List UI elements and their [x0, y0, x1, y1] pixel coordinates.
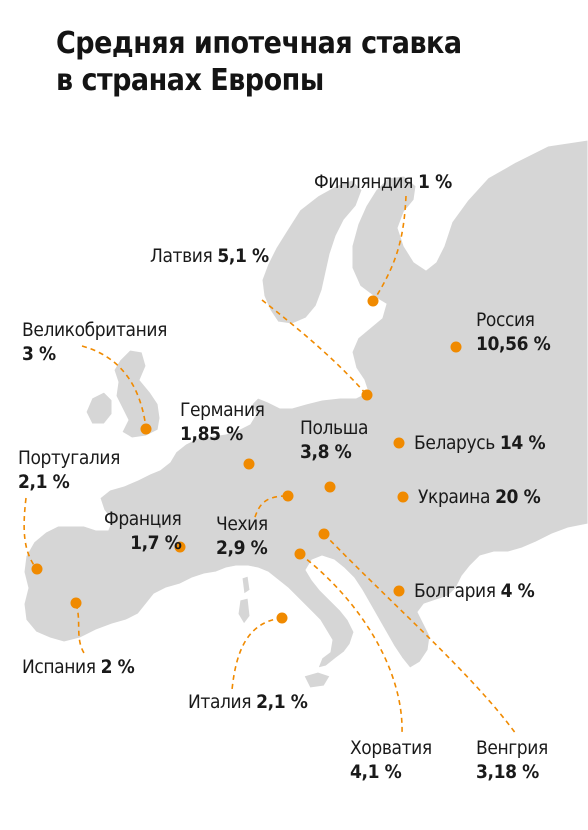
label-bulgaria-rate: 4 % — [500, 580, 535, 602]
ireland — [85, 391, 113, 425]
label-czech: Чехия 2,9 % — [216, 512, 268, 561]
sardinia — [237, 597, 251, 625]
label-poland-name: Польша — [300, 417, 369, 439]
label-bulgaria-name: Болгария — [414, 580, 496, 602]
label-uk-name: Великобритания — [22, 319, 167, 341]
dot-ukraine — [397, 491, 409, 503]
dot-germany — [243, 458, 255, 470]
label-france-rate: 1,7 % — [130, 532, 182, 555]
label-spain: Испания 2 % — [22, 655, 135, 679]
scandinavia — [261, 179, 363, 325]
label-ukraine-rate: 20 % — [495, 486, 541, 508]
label-spain-rate: 2 % — [100, 656, 135, 678]
dot-spain — [70, 597, 82, 609]
dot-latvia — [361, 389, 373, 401]
leader-portugal — [23, 497, 37, 569]
label-finland-rate: 1 % — [418, 171, 452, 193]
label-czech-rate: 2,9 % — [216, 537, 268, 560]
dot-belarus — [393, 437, 405, 449]
dot-poland — [324, 481, 336, 493]
label-hungary-rate: 3,18 % — [476, 761, 539, 784]
label-uk: Великобритания 3 % — [22, 318, 167, 367]
dot-italy — [276, 612, 288, 624]
label-portugal-rate: 2,1 % — [18, 471, 70, 494]
label-russia: Россия 10,56 % — [476, 308, 551, 357]
label-germany-rate: 1,85 % — [180, 423, 243, 446]
dot-bulgaria — [393, 585, 405, 597]
label-italy-name: Италия — [188, 691, 252, 713]
label-latvia: Латвия 5,1 % — [150, 244, 269, 268]
title-line-2: в странах Европы — [56, 62, 324, 98]
label-germany-name: Германия — [180, 399, 265, 421]
label-hungary-name: Венгрия — [476, 737, 548, 759]
label-france-name: Франция — [104, 508, 182, 530]
leader-czech — [253, 495, 287, 521]
label-italy-rate: 2,1 % — [256, 691, 308, 713]
mainland-europe — [23, 139, 588, 669]
label-finland: Финляндия 1 % — [314, 170, 452, 194]
dot-finland — [367, 295, 379, 307]
corsica — [241, 575, 251, 595]
label-ukraine: Украина 20 % — [418, 485, 541, 509]
label-italy: Италия 2,1 % — [188, 690, 308, 714]
landmass — [23, 139, 588, 689]
label-belarus-name: Беларусь — [414, 432, 495, 454]
label-finland-name: Финляндия — [314, 171, 413, 193]
label-croatia-rate: 4,1 % — [350, 761, 402, 784]
dot-france — [174, 541, 186, 553]
label-france: Франция 1,7 % — [104, 507, 182, 556]
dot-portugal — [31, 563, 43, 575]
label-ukraine-name: Украина — [418, 486, 491, 508]
label-belarus-rate: 14 % — [499, 432, 546, 454]
label-latvia-name: Латвия — [150, 245, 213, 267]
label-poland: Польша 3,8 % — [300, 416, 368, 465]
dot-croatia — [294, 548, 306, 560]
label-croatia: Хорватия 4,1 % — [350, 736, 432, 785]
label-portugal: Португалия 2,1 % — [18, 446, 120, 495]
label-bulgaria: Болгария 4 % — [414, 579, 535, 603]
leader-italy — [231, 617, 283, 691]
dot-czech — [282, 490, 294, 502]
label-uk-rate: 3 % — [22, 343, 56, 366]
country-dots — [31, 295, 462, 624]
label-portugal-name: Португалия — [18, 447, 121, 469]
label-latvia-rate: 5,1 % — [217, 245, 269, 267]
leader-lines — [23, 195, 517, 735]
dot-hungary — [318, 528, 330, 540]
map-title: Средняя ипотечная ставка в странах Европ… — [56, 26, 462, 99]
dot-russia — [450, 341, 462, 353]
label-russia-name: Россия — [476, 309, 535, 331]
leader-uk — [81, 345, 147, 429]
label-czech-name: Чехия — [216, 513, 268, 535]
label-russia-rate: 10,56 % — [476, 333, 551, 356]
leader-finland — [373, 195, 407, 301]
label-poland-rate: 3,8 % — [300, 441, 352, 464]
leader-hungary — [323, 533, 517, 735]
label-belarus: Беларусь 14 % — [414, 431, 546, 455]
title-line-1: Средняя ипотечная ставка — [56, 26, 462, 61]
leader-croatia — [299, 553, 403, 735]
label-croatia-name: Хорватия — [350, 737, 432, 759]
leader-spain — [75, 603, 87, 657]
label-germany: Германия 1,85 % — [180, 398, 265, 447]
label-spain-name: Испания — [22, 656, 96, 678]
dot-uk — [140, 423, 152, 435]
label-hungary: Венгрия 3,18 % — [476, 736, 548, 785]
sicily — [303, 671, 331, 689]
